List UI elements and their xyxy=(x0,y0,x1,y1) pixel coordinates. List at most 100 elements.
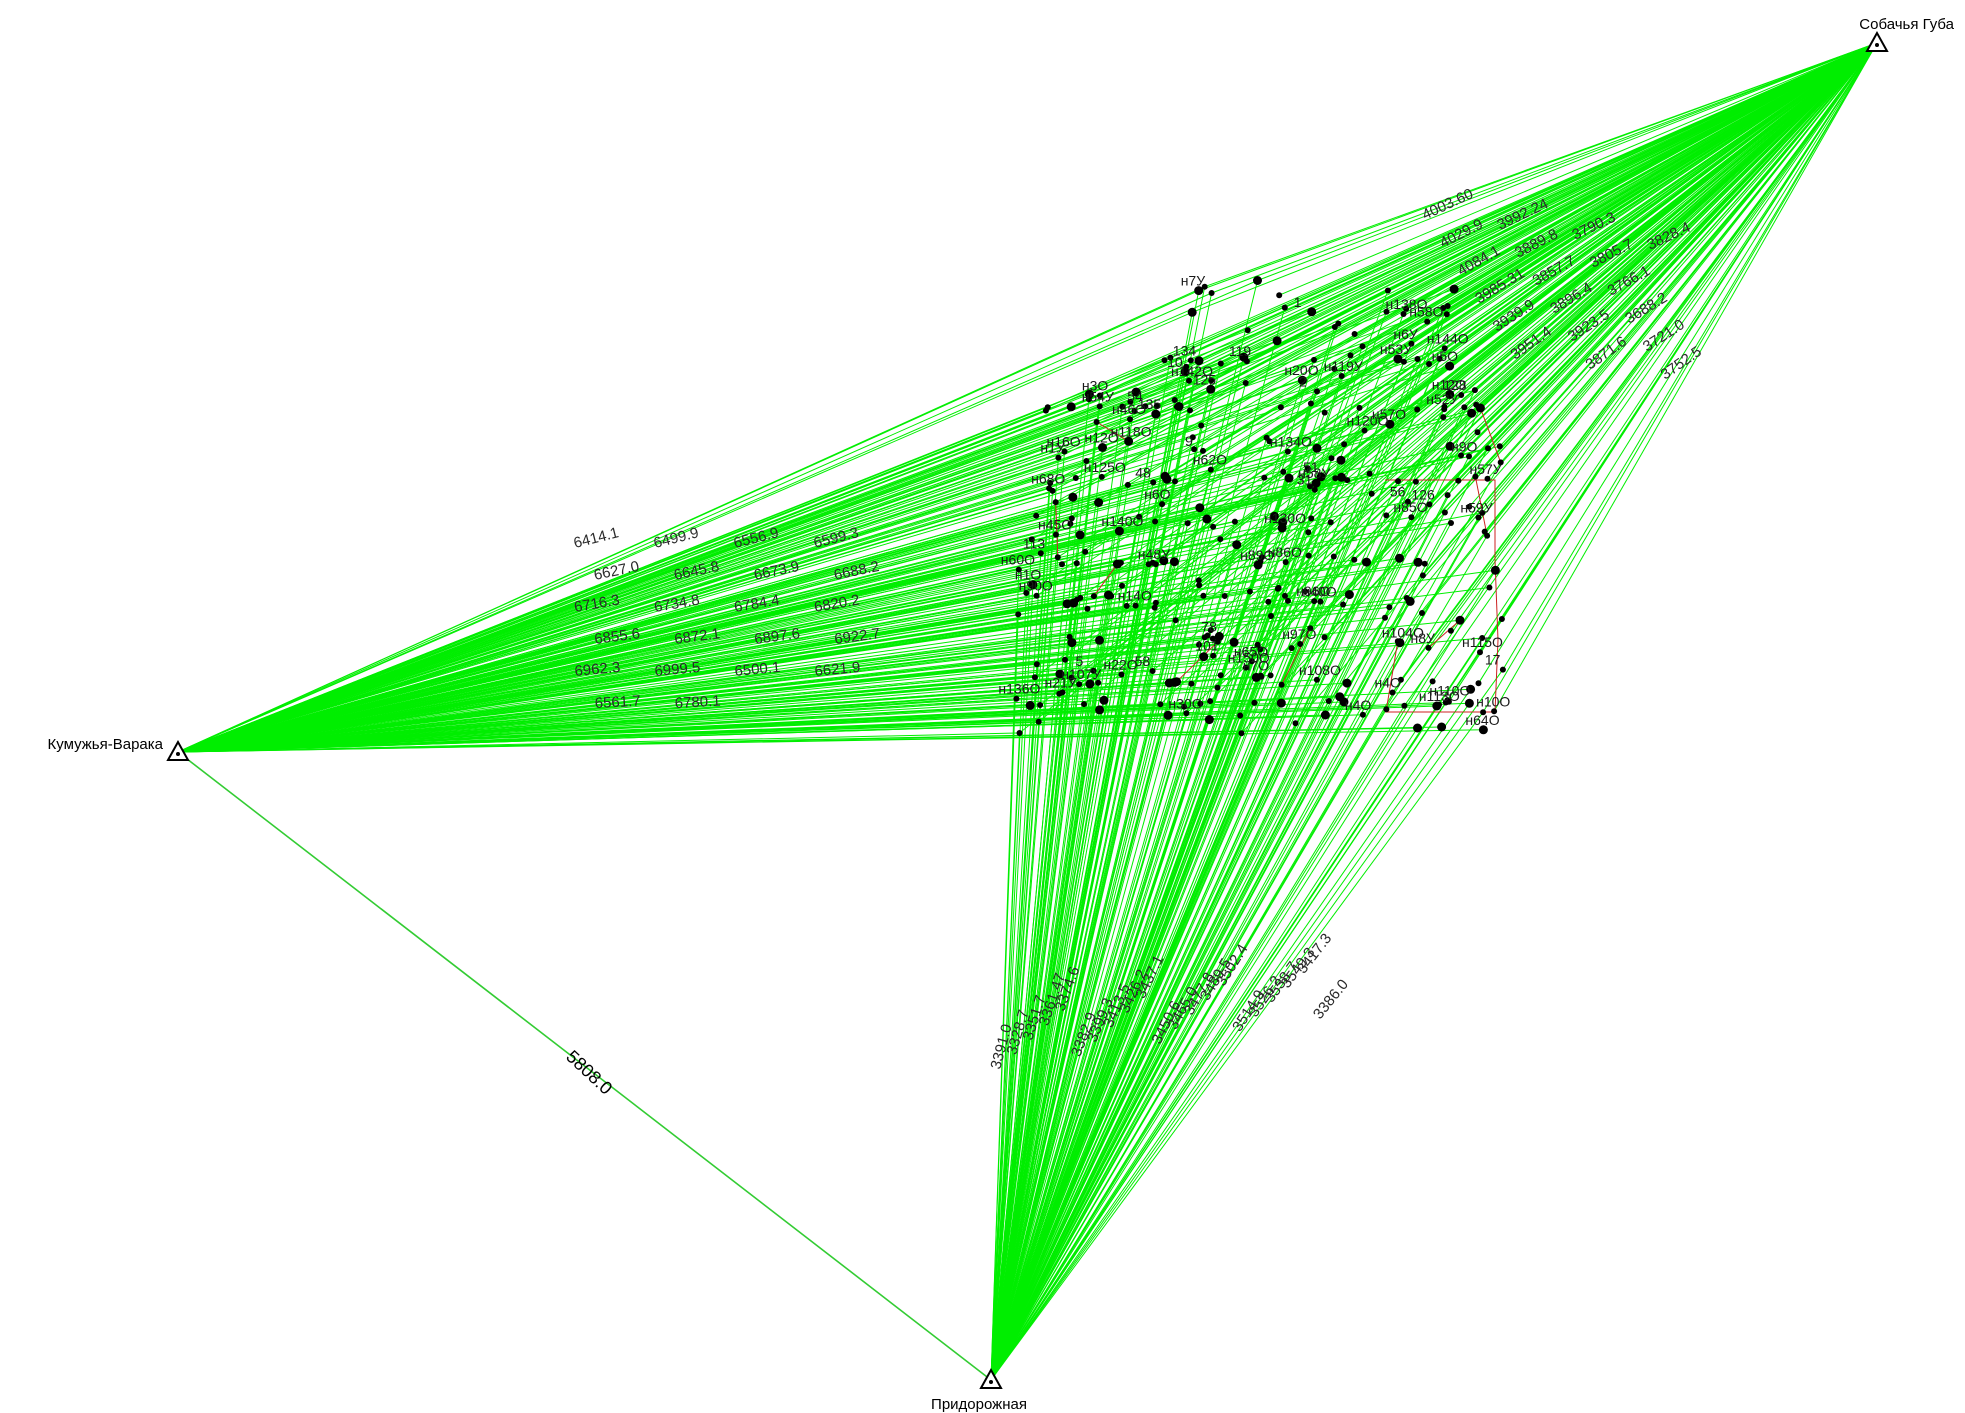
survey-point[interactable] xyxy=(1297,375,1307,385)
survey-point[interactable] xyxy=(1195,503,1205,513)
survey-point[interactable] xyxy=(1152,599,1159,606)
survey-point[interactable] xyxy=(1361,427,1368,434)
survey-point[interactable] xyxy=(1321,409,1328,416)
survey-point[interactable] xyxy=(1455,477,1462,484)
survey-point[interactable] xyxy=(1408,514,1415,521)
survey-point[interactable] xyxy=(1325,698,1332,704)
survey-point[interactable] xyxy=(1426,361,1432,367)
survey-point[interactable] xyxy=(1424,318,1431,325)
survey-point[interactable] xyxy=(1292,720,1299,727)
survey-point[interactable] xyxy=(1206,384,1216,394)
survey-point[interactable] xyxy=(1498,616,1505,622)
survey-point[interactable] xyxy=(1251,672,1261,682)
survey-point[interactable] xyxy=(1288,645,1295,652)
survey-point[interactable] xyxy=(1207,466,1214,473)
survey-point[interactable] xyxy=(1408,340,1415,347)
survey-point[interactable] xyxy=(1277,404,1284,411)
survey-point[interactable] xyxy=(1344,590,1354,600)
survey-point[interactable] xyxy=(1159,501,1166,508)
survey-point[interactable] xyxy=(1028,536,1035,543)
survey-point[interactable] xyxy=(1401,702,1408,709)
survey-point[interactable] xyxy=(1170,677,1179,687)
survey-point[interactable] xyxy=(1278,681,1285,688)
survey-point[interactable] xyxy=(1414,356,1421,362)
survey-point[interactable] xyxy=(1316,472,1326,482)
survey-point[interactable] xyxy=(1414,406,1421,413)
survey-point[interactable] xyxy=(1261,474,1268,481)
survey-point[interactable] xyxy=(1276,292,1283,299)
survey-point[interactable] xyxy=(1127,416,1133,423)
survey-point[interactable] xyxy=(1466,684,1476,694)
survey-point[interactable] xyxy=(1131,408,1138,414)
survey-point[interactable] xyxy=(1231,518,1238,525)
survey-point[interactable] xyxy=(1467,408,1477,418)
survey-point[interactable] xyxy=(1497,459,1504,466)
survey-point[interactable] xyxy=(1053,531,1059,538)
survey-point[interactable] xyxy=(1278,518,1288,528)
survey-point[interactable] xyxy=(1267,672,1274,679)
survey-point[interactable] xyxy=(1445,441,1455,451)
survey-point[interactable] xyxy=(1429,678,1436,685)
survey-point[interactable] xyxy=(1413,723,1422,733)
survey-point[interactable] xyxy=(1157,701,1164,708)
survey-point[interactable] xyxy=(1313,676,1320,683)
survey-point[interactable] xyxy=(1342,678,1352,688)
survey-point[interactable] xyxy=(1472,473,1479,480)
survey-point[interactable] xyxy=(1187,357,1194,364)
survey-point[interactable] xyxy=(1458,452,1464,459)
survey-point[interactable] xyxy=(1331,365,1338,372)
survey-point[interactable] xyxy=(1478,725,1488,735)
survey-point[interactable] xyxy=(1421,560,1428,567)
survey-point[interactable] xyxy=(1066,633,1073,640)
survey-point[interactable] xyxy=(1484,532,1491,539)
survey-point[interactable] xyxy=(1187,407,1193,414)
survey-point[interactable] xyxy=(1311,356,1317,363)
survey-point[interactable] xyxy=(1405,596,1415,606)
survey-point[interactable] xyxy=(1082,548,1089,555)
survey-point[interactable] xyxy=(1028,580,1038,590)
survey-point[interactable] xyxy=(1124,436,1134,446)
survey-point[interactable] xyxy=(1335,320,1342,327)
survey-point[interactable] xyxy=(1311,486,1318,493)
survey-point[interactable] xyxy=(1444,303,1451,309)
survey-point[interactable] xyxy=(1400,358,1407,365)
survey-point[interactable] xyxy=(1272,336,1282,346)
survey-point[interactable] xyxy=(1496,443,1503,450)
survey-point[interactable] xyxy=(1499,666,1506,673)
survey-point[interactable] xyxy=(1073,560,1080,567)
survey-point[interactable] xyxy=(1189,434,1196,441)
survey-point[interactable] xyxy=(1172,617,1179,624)
survey-point[interactable] xyxy=(1075,530,1085,540)
survey-point[interactable] xyxy=(1187,307,1197,317)
survey-point[interactable] xyxy=(1059,561,1065,568)
survey-point[interactable] xyxy=(1059,689,1066,696)
survey-point[interactable] xyxy=(1275,584,1282,591)
survey-point[interactable] xyxy=(1221,593,1228,599)
survey-point[interactable] xyxy=(1246,588,1253,595)
survey-point[interactable] xyxy=(1055,669,1065,679)
survey-point[interactable] xyxy=(1062,599,1072,609)
survey-point[interactable] xyxy=(1108,593,1115,600)
survey-point[interactable] xyxy=(1054,554,1061,561)
survey-point[interactable] xyxy=(1208,377,1215,384)
survey-point[interactable] xyxy=(1257,646,1264,653)
survey-point[interactable] xyxy=(1307,307,1317,317)
survey-point[interactable] xyxy=(1090,667,1097,674)
survey-point[interactable] xyxy=(1269,511,1279,521)
survey-point[interactable] xyxy=(1464,698,1474,708)
survey-point[interactable] xyxy=(1150,479,1157,486)
survey-point[interactable] xyxy=(1475,680,1482,687)
survey-point[interactable] xyxy=(1444,492,1451,499)
survey-point[interactable] xyxy=(1033,592,1040,599)
survey-point[interactable] xyxy=(1093,419,1100,425)
survey-point[interactable] xyxy=(1448,520,1454,526)
survey-point[interactable] xyxy=(1237,712,1244,719)
survey-point[interactable] xyxy=(1183,710,1190,717)
survey-point[interactable] xyxy=(1341,441,1348,448)
survey-point[interactable] xyxy=(1201,283,1208,290)
survey-point[interactable] xyxy=(1015,566,1022,573)
survey-point[interactable] xyxy=(1031,674,1038,681)
survey-point[interactable] xyxy=(1385,419,1395,429)
survey-point[interactable] xyxy=(1023,590,1030,596)
survey-point[interactable] xyxy=(1284,473,1294,483)
